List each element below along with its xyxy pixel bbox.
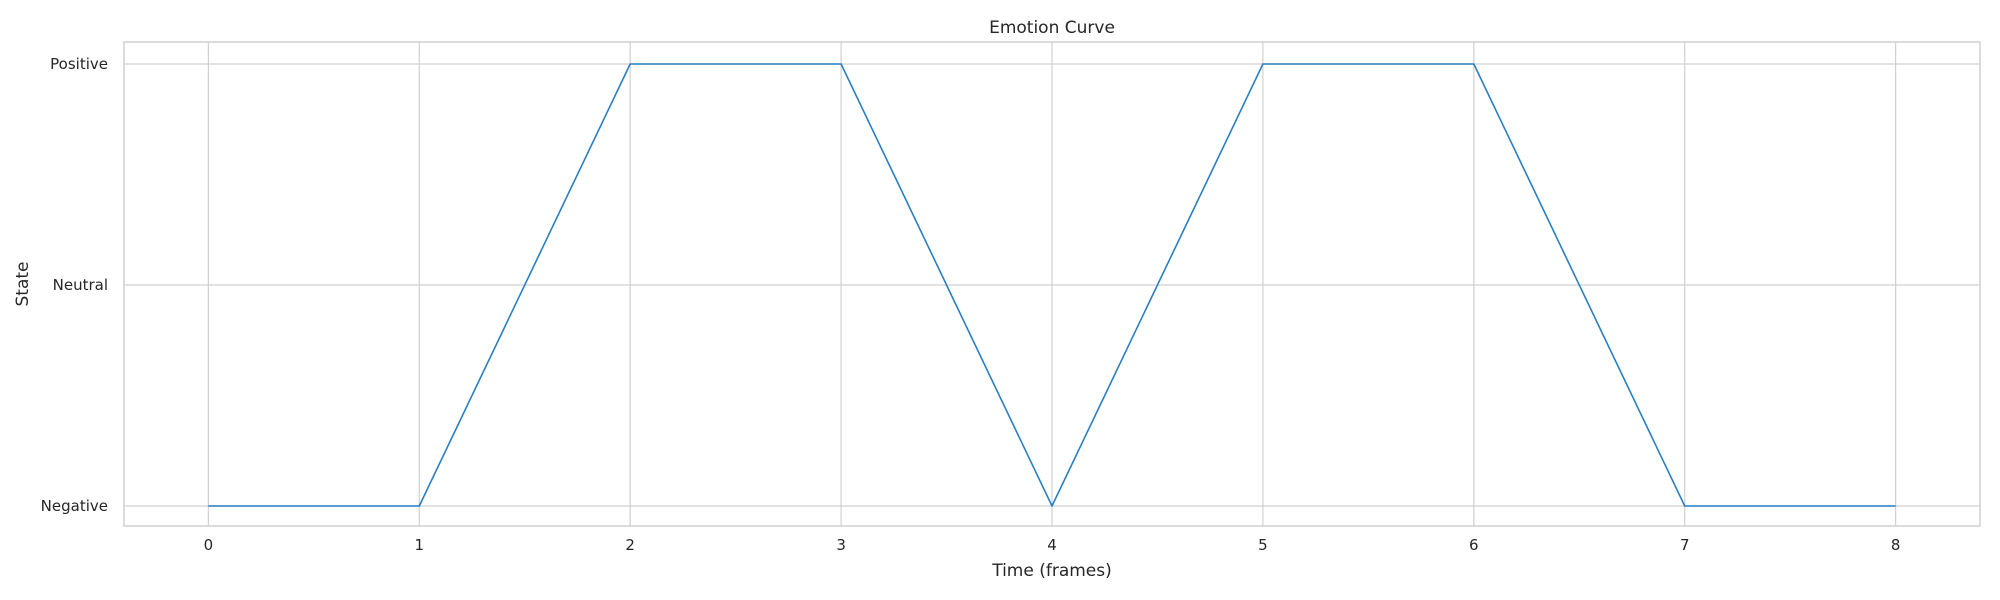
plot-frame bbox=[123, 41, 1981, 527]
chart-title: Emotion Curve bbox=[989, 18, 1115, 38]
series-line bbox=[208, 63, 1896, 507]
x-axis-label: Time (frames) bbox=[991, 561, 1112, 581]
tick-label-layer: 0 1 2 3 4 5 6 7 8 Negative Neutral Positive bbox=[41, 55, 1901, 554]
y-axis-label: State bbox=[13, 262, 33, 307]
x-tick-label: 2 bbox=[625, 536, 635, 554]
x-tick-label: 1 bbox=[414, 536, 424, 554]
grid-layer bbox=[124, 42, 1980, 526]
x-tick-label: 0 bbox=[204, 536, 214, 554]
x-tick-label: 4 bbox=[1047, 536, 1057, 554]
x-tick-label: 8 bbox=[1891, 536, 1901, 554]
y-tick-label-negative: Negative bbox=[41, 497, 108, 515]
x-tick-label: 5 bbox=[1258, 536, 1268, 554]
x-tick-label: 6 bbox=[1469, 536, 1479, 554]
y-tick-label-neutral: Neutral bbox=[53, 276, 108, 294]
series-layer bbox=[208, 63, 1896, 507]
x-tick-label: 3 bbox=[836, 536, 846, 554]
x-tick-label: 7 bbox=[1680, 536, 1690, 554]
y-tick-label-positive: Positive bbox=[50, 55, 108, 73]
